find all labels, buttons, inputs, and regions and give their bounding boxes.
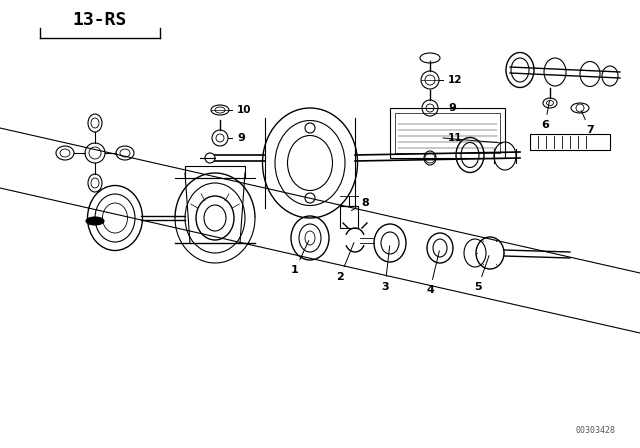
Text: 9: 9 [448,103,456,113]
Bar [185,166,245,178]
Text: 11: 11 [448,133,463,143]
Text: 13-RS: 13-RS [73,11,127,29]
Text: 5: 5 [474,256,489,292]
Text: 6: 6 [541,101,550,130]
Text: 4: 4 [426,251,439,295]
Text: 10: 10 [237,105,252,115]
Text: 00303428: 00303428 [575,426,615,435]
Text: 2: 2 [336,242,354,282]
Text: 3: 3 [381,246,390,292]
Text: 1: 1 [291,241,309,275]
Text: 12: 12 [448,75,463,85]
Ellipse shape [86,217,104,225]
Bar [340,206,358,228]
Bar [390,108,505,158]
Bar [530,134,610,150]
Text: 7: 7 [581,111,594,135]
Bar [395,113,500,153]
Text: 8: 8 [351,198,369,211]
Text: 9: 9 [237,133,245,143]
